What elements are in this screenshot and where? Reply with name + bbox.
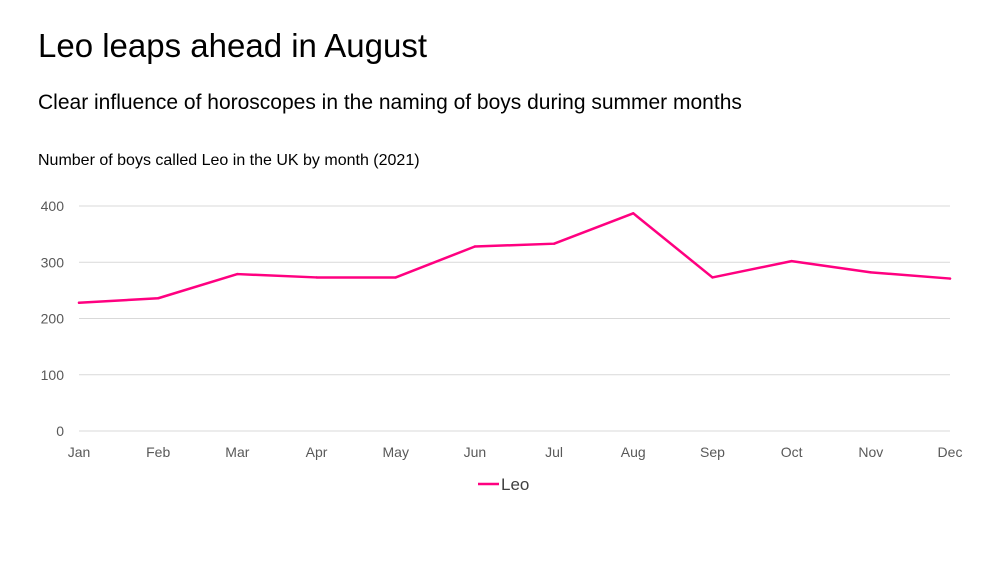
- data-point: [869, 271, 873, 274]
- data-point: [236, 272, 239, 276]
- chart-description: Number of boys called Leo in the UK by m…: [38, 152, 420, 169]
- x-axis-ticks: Jan Feb Mar Apr May Jun Jul Aug Sep Oct Nov Dec: [68, 444, 963, 460]
- x-tick-label: Mar: [225, 444, 249, 460]
- data-point: [156, 297, 160, 300]
- gridlines: [79, 205, 950, 432]
- data-point: [473, 245, 477, 248]
- x-tick-label: Nov: [858, 444, 883, 460]
- data-point: [948, 277, 952, 280]
- y-axis-ticks: 0 100 200 300 400: [41, 198, 65, 439]
- y-tick-label: 100: [41, 367, 65, 383]
- data-point: [711, 276, 714, 279]
- x-tick-label: Oct: [781, 444, 803, 460]
- x-tick-label: Jul: [545, 444, 563, 460]
- legend: Leo: [478, 475, 529, 494]
- x-tick-label: Aug: [621, 444, 646, 460]
- x-tick-label: Jan: [68, 444, 91, 460]
- legend-label: Leo: [501, 475, 529, 494]
- series-line-leo: [77, 212, 952, 304]
- data-point: [315, 276, 318, 279]
- x-tick-label: Feb: [146, 444, 170, 460]
- data-point: [552, 242, 556, 245]
- y-tick-label: 300: [41, 254, 65, 270]
- data-point: [632, 212, 635, 215]
- y-tick-label: 400: [41, 198, 65, 214]
- x-tick-label: Jun: [464, 444, 487, 460]
- data-point: [77, 301, 81, 304]
- y-tick-label: 0: [56, 423, 64, 439]
- x-tick-label: Dec: [938, 444, 963, 460]
- data-point: [394, 276, 397, 279]
- chart-title: Leo leaps ahead in August: [38, 27, 427, 64]
- x-tick-label: May: [383, 444, 409, 460]
- chart-subtitle: Clear influence of horoscopes in the nam…: [38, 91, 742, 114]
- series-lines: [77, 212, 952, 304]
- y-tick-label: 200: [41, 311, 65, 327]
- x-tick-label: Apr: [306, 444, 328, 460]
- data-point: [790, 259, 793, 263]
- x-tick-label: Sep: [700, 444, 725, 460]
